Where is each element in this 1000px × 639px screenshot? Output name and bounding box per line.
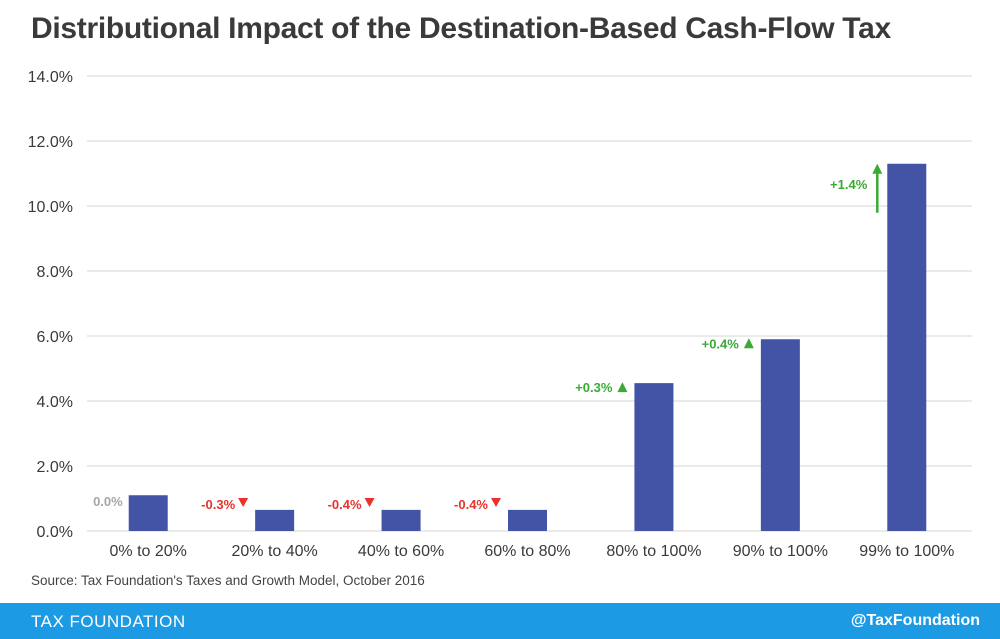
x-tick-label: 90% to 100% — [733, 543, 828, 560]
arrow-up-icon — [872, 163, 883, 174]
y-tick-label: 6.0% — [37, 329, 73, 346]
annotation-label: +0.4% — [702, 336, 740, 351]
x-tick-label: 20% to 40% — [232, 543, 318, 560]
bar — [887, 163, 927, 531]
bar — [255, 509, 295, 531]
bar — [381, 509, 421, 531]
source-note: Source: Tax Foundation's Taxes and Growt… — [31, 573, 425, 588]
footer-bar: TAX FOUNDATION @TaxFoundation — [0, 603, 1000, 639]
bar-chart: 0.0% 2.0% 4.0% 6.0% 8.0% 10.0% 12.0% 14.0% 0% to… — [28, 69, 972, 560]
bar — [760, 339, 800, 531]
x-tick-label: 40% to 60% — [358, 543, 444, 560]
x-tick-label: 0% to 20% — [110, 543, 187, 560]
bar — [128, 495, 168, 531]
footer-handle: @TaxFoundation — [850, 612, 980, 629]
bar — [634, 383, 674, 531]
y-tick-label: 8.0% — [37, 264, 73, 281]
annotation-label: +1.4% — [830, 177, 868, 192]
x-tick-label: 99% to 100% — [859, 543, 954, 560]
x-tick-label: 60% to 80% — [484, 543, 570, 560]
annotation-label: +0.3% — [575, 380, 613, 395]
bar — [508, 509, 547, 531]
x-tick-label: 80% to 100% — [606, 543, 701, 560]
y-tick-label: 10.0% — [28, 199, 73, 216]
annotation-label: -0.4% — [454, 497, 488, 512]
annotation-label: -0.3% — [201, 497, 235, 512]
arrow-up-icon — [617, 382, 628, 393]
y-tick-label: 12.0% — [28, 134, 73, 151]
arrow-down-icon — [364, 498, 375, 507]
chart-title: Distributional Impact of the Destination… — [31, 12, 891, 45]
y-tick-label: 2.0% — [37, 459, 73, 476]
arrow-down-icon — [238, 498, 249, 507]
arrow-up-icon — [743, 338, 754, 349]
y-tick-label: 4.0% — [37, 394, 73, 411]
annotation-label: 0.0% — [93, 494, 123, 509]
y-tick-label: 14.0% — [28, 69, 73, 86]
y-tick-label: 0.0% — [37, 524, 73, 541]
footer-brand: TAX FOUNDATION — [31, 612, 186, 631]
arrow-down-icon — [491, 498, 501, 507]
annotation-label: -0.4% — [328, 497, 362, 512]
